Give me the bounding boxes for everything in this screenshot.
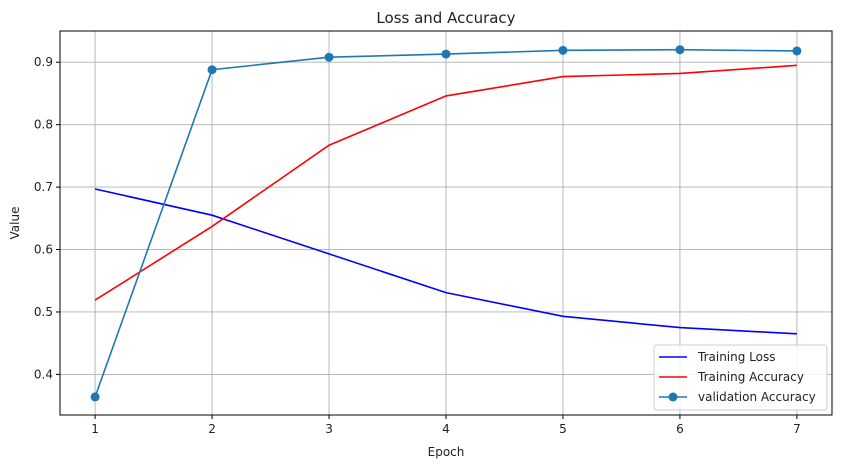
axis-ticks: 1 2 3 4 5 6 7 0.4 0.5 0.6 0.7 0.8 0.9 xyxy=(34,55,801,436)
training-loss-line xyxy=(94,188,797,335)
y-tick-label: 0.4 xyxy=(34,367,53,381)
validation-accuracy-point xyxy=(558,45,568,55)
x-tick-label: 6 xyxy=(676,422,684,436)
grid xyxy=(60,31,832,415)
training-accuracy-line xyxy=(94,64,797,301)
x-tick-label: 4 xyxy=(442,422,450,436)
x-axis-label: Epoch xyxy=(428,445,465,459)
y-tick-label: 0.5 xyxy=(34,305,53,319)
y-tick-label: 0.6 xyxy=(34,243,53,257)
x-tick-label: 7 xyxy=(793,422,801,436)
y-tick-label: 0.7 xyxy=(34,180,53,194)
x-tick-label: 3 xyxy=(325,422,333,436)
validation-accuracy-point xyxy=(792,46,802,56)
validation-accuracy-legend-label: validation Accuracy xyxy=(698,390,816,404)
y-tick-label: 0.8 xyxy=(34,118,53,132)
training-loss-legend-label: Training Loss xyxy=(697,350,775,364)
validation-accuracy-point xyxy=(90,392,100,402)
series-layer xyxy=(90,45,802,402)
legend: Training Loss Training Accuracy validation… xyxy=(653,344,828,411)
validation-accuracy-point xyxy=(207,65,217,75)
validation-accuracy-point xyxy=(675,45,685,55)
validation-accuracy-point xyxy=(324,52,334,62)
x-tick-label: 1 xyxy=(91,422,99,436)
training-accuracy-legend-label: Training Accuracy xyxy=(697,370,804,384)
y-tick-label: 0.9 xyxy=(34,55,53,69)
validation-accuracy-legend-marker xyxy=(668,392,678,402)
x-tick-label: 5 xyxy=(559,422,567,436)
legend-box xyxy=(653,344,828,411)
chart-title: Loss and Accuracy xyxy=(376,9,515,27)
y-axis-label: Value xyxy=(8,207,22,240)
validation-accuracy-point xyxy=(441,49,451,59)
plot-frame xyxy=(59,30,833,416)
x-tick-label: 2 xyxy=(208,422,216,436)
